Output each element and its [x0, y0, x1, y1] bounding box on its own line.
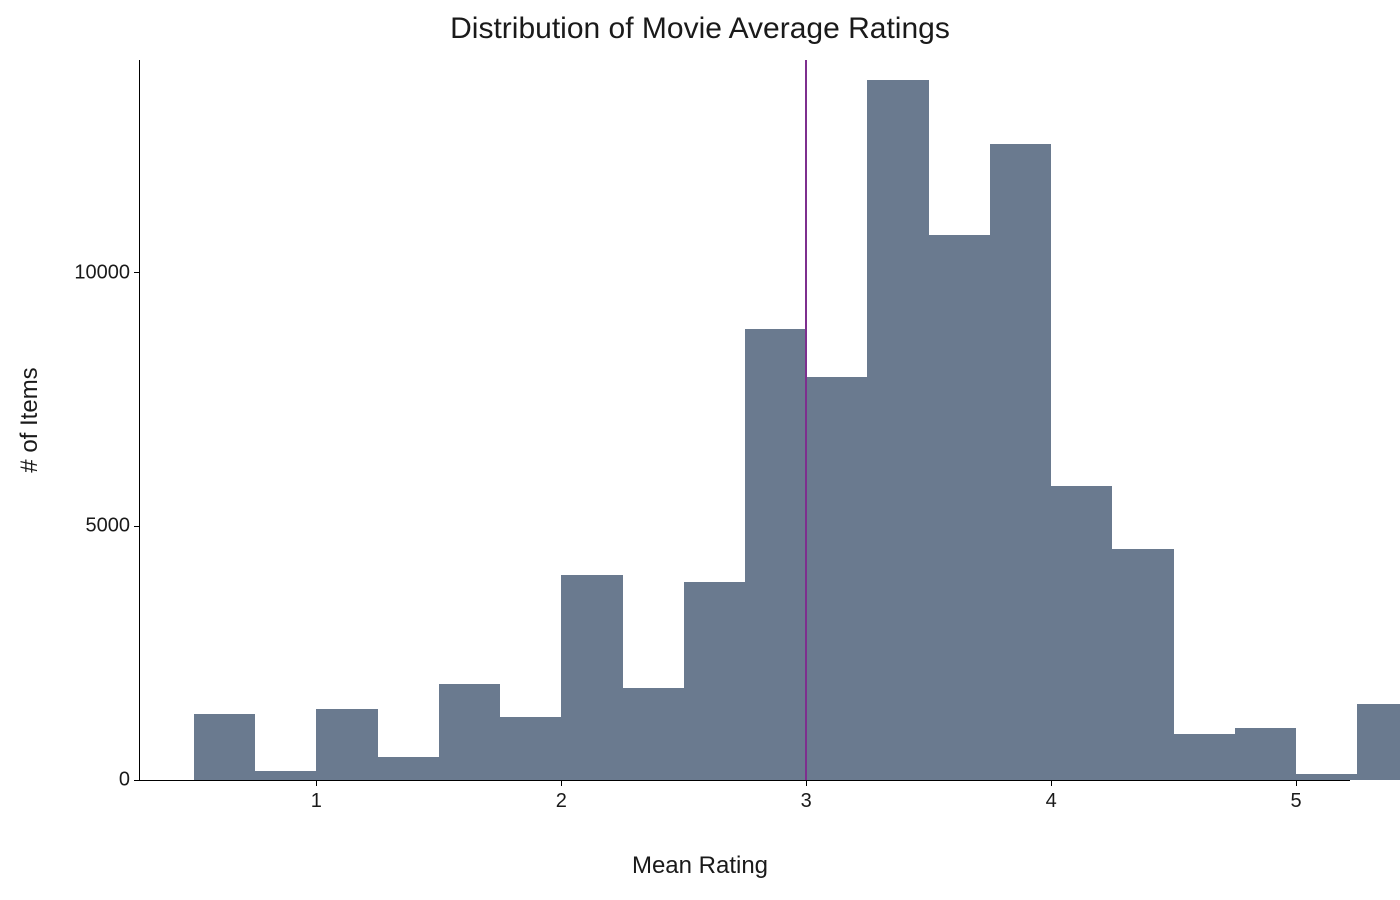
chart-title: Distribution of Movie Average Ratings [0, 12, 1400, 46]
reference-vline [805, 60, 807, 780]
x-tick-label: 3 [801, 780, 812, 813]
histogram-bar [1357, 704, 1400, 780]
y-axis-label: # of Items [16, 367, 44, 472]
x-tick-label: 1 [311, 780, 322, 813]
histogram-bar [1112, 549, 1173, 780]
x-tick-label: 5 [1291, 780, 1302, 813]
histogram-bar [929, 235, 990, 780]
histogram-bar [684, 582, 745, 780]
plot-area: 050001000012345 [140, 60, 1350, 780]
histogram-bar [439, 684, 500, 780]
y-tick-label: 0 [119, 769, 140, 792]
histogram-bar [1174, 734, 1235, 780]
histogram-bar [561, 575, 622, 780]
histogram-bar [500, 717, 561, 780]
histogram-chart: Distribution of Movie Average Ratings # … [0, 0, 1400, 900]
histogram-bar [867, 80, 928, 780]
histogram-bar [990, 144, 1051, 780]
y-axis-line [139, 60, 140, 780]
histogram-bar [316, 709, 377, 780]
x-tick-label: 2 [556, 780, 567, 813]
y-tick-label: 10000 [74, 261, 140, 284]
histogram-bar [806, 377, 867, 780]
histogram-bar [1051, 486, 1112, 780]
histogram-bar [1235, 728, 1296, 780]
x-axis-label: Mean Rating [0, 852, 1400, 880]
histogram-bar [745, 329, 806, 780]
histogram-bar [378, 757, 439, 780]
histogram-bar [255, 771, 316, 780]
histogram-bar [194, 714, 255, 780]
y-tick-label: 5000 [86, 515, 141, 538]
histogram-bar [623, 688, 684, 780]
x-tick-label: 4 [1046, 780, 1057, 813]
